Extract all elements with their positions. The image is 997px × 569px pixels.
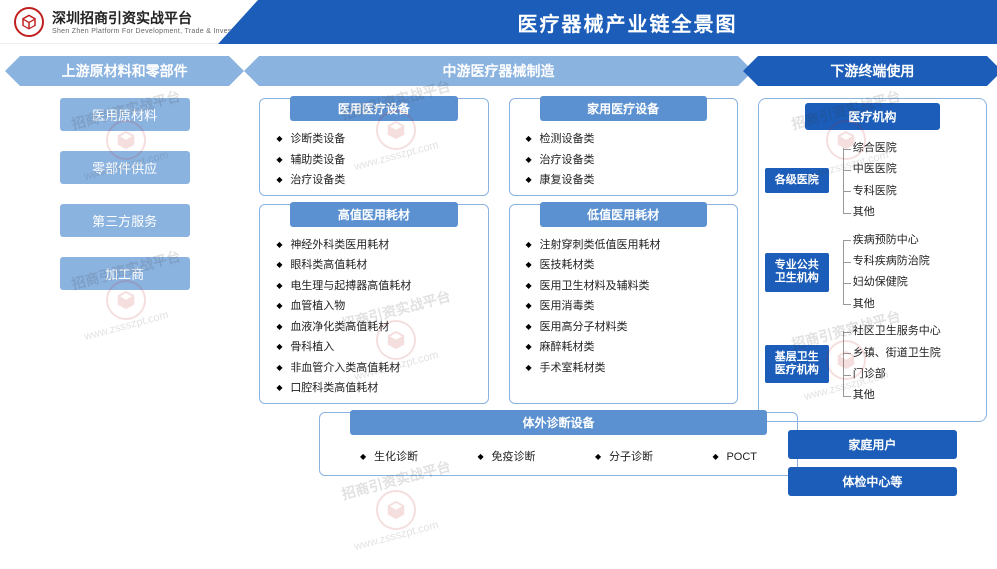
midstream-card: 医用医疗设备诊断类设备辅助类设备治疗设备类 bbox=[259, 98, 488, 196]
tree-item: 综合医院 bbox=[843, 138, 980, 159]
midstream-column: 中游医疗器械制造 医用医疗设备诊断类设备辅助类设备治疗设备类家用医疗设备检测设备… bbox=[259, 56, 737, 496]
ivd-card: 体外诊断设备 生化诊断 免疫诊断 分子诊断 POCT bbox=[319, 412, 797, 477]
tree-item: 专科医院 bbox=[843, 181, 980, 202]
card-item: 医技耗材类 bbox=[526, 255, 727, 276]
midstream-card: 低值医用耗材注射穿刺类低值医用耗材医技耗材类医用卫生材料及辅料类医用消毒类医用高… bbox=[509, 204, 738, 404]
ivd-item: 分子诊断 bbox=[595, 447, 653, 468]
card-item: 医用消毒类 bbox=[526, 296, 727, 317]
tree-item: 乡镇、街道卫生院 bbox=[843, 343, 980, 364]
downstream-extra: 体检中心等 bbox=[788, 467, 957, 496]
title-banner: 医疗器械产业链全景图 bbox=[258, 0, 997, 44]
medical-institution-header: 医疗机构 bbox=[805, 103, 940, 130]
card-item: 医用高分子材料类 bbox=[526, 317, 727, 338]
card-item: 诊断类设备 bbox=[276, 129, 477, 150]
tree-item: 中医医院 bbox=[843, 159, 980, 180]
page-header: 深圳招商引资实战平台 Shen Zhen Platform For Develo… bbox=[0, 0, 997, 44]
card-item: 血管植入物 bbox=[276, 296, 477, 317]
tree-item: 门诊部 bbox=[843, 364, 980, 385]
card-item: 注射穿刺类低值医用耗材 bbox=[526, 235, 727, 256]
downstream-column: 下游终端使用 医疗机构 各级医院综合医院中医医院专科医院其他专业公共卫生机构疾病… bbox=[758, 56, 987, 496]
card-item: 手术室耗材类 bbox=[526, 358, 727, 379]
platform-logo bbox=[14, 7, 44, 37]
upstream-header: 上游原材料和零部件 bbox=[20, 56, 229, 86]
card-item: 辅助类设备 bbox=[276, 150, 477, 171]
ivd-card-header: 体外诊断设备 bbox=[350, 410, 766, 435]
card-item: 康复设备类 bbox=[526, 170, 727, 191]
upstream-item: 零部件供应 bbox=[60, 151, 190, 184]
upstream-item: 医用原材料 bbox=[60, 98, 190, 131]
ivd-item: 生化诊断 bbox=[360, 447, 418, 468]
card-item: 电生理与起搏器高值耗材 bbox=[276, 276, 477, 297]
card-item: 骨科植入 bbox=[276, 337, 477, 358]
card-item: 血液净化类高值耗材 bbox=[276, 317, 477, 338]
downstream-extra: 家庭用户 bbox=[788, 430, 957, 459]
page-title: 医疗器械产业链全景图 bbox=[518, 8, 738, 37]
card-item: 口腔科类高值耗材 bbox=[276, 378, 477, 399]
card-item: 检测设备类 bbox=[526, 129, 727, 150]
upstream-item: 第三方服务 bbox=[60, 204, 190, 237]
card-item: 麻醉耗材类 bbox=[526, 337, 727, 358]
tree-item: 其他 bbox=[843, 202, 980, 223]
medical-institution-box: 医疗机构 各级医院综合医院中医医院专科医院其他专业公共卫生机构疾病预防中心专科疾… bbox=[758, 98, 987, 422]
ivd-item: 免疫诊断 bbox=[478, 447, 536, 468]
midstream-card: 高值医用耗材神经外科类医用耗材眼科类高值耗材电生理与起搏器高值耗材血管植入物血液… bbox=[259, 204, 488, 404]
tree-item: 疾病预防中心 bbox=[843, 230, 980, 251]
card-item: 眼科类高值耗材 bbox=[276, 255, 477, 276]
card-item: 治疗设备类 bbox=[276, 170, 477, 191]
midstream-header: 中游医疗器械制造 bbox=[259, 56, 737, 86]
card-header: 低值医用耗材 bbox=[540, 202, 707, 227]
ivd-item: POCT bbox=[712, 447, 757, 468]
tree-row: 专业公共卫生机构疾病预防中心专科疾病防治院妇幼保健院其他 bbox=[765, 230, 980, 316]
upstream-column: 上游原材料和零部件 医用原材料零部件供应第三方服务加工商 bbox=[20, 56, 229, 496]
card-item: 医用卫生材料及辅料类 bbox=[526, 276, 727, 297]
tree-label: 专业公共卫生机构 bbox=[765, 253, 829, 291]
midstream-card: 家用医疗设备检测设备类治疗设备类康复设备类 bbox=[509, 98, 738, 196]
upstream-item: 加工商 bbox=[60, 257, 190, 290]
card-item: 治疗设备类 bbox=[526, 150, 727, 171]
tree-item: 其他 bbox=[843, 294, 980, 315]
downstream-header: 下游终端使用 bbox=[758, 56, 987, 86]
card-item: 神经外科类医用耗材 bbox=[276, 235, 477, 256]
tree-row: 基层卫生医疗机构社区卫生服务中心乡镇、街道卫生院门诊部其他 bbox=[765, 321, 980, 407]
tree-row: 各级医院综合医院中医医院专科医院其他 bbox=[765, 138, 980, 224]
tree-item: 专科疾病防治院 bbox=[843, 251, 980, 272]
card-header: 医用医疗设备 bbox=[290, 96, 457, 121]
tree-item: 妇幼保健院 bbox=[843, 272, 980, 293]
card-header: 高值医用耗材 bbox=[290, 202, 457, 227]
tree-item: 社区卫生服务中心 bbox=[843, 321, 980, 342]
main-columns: 上游原材料和零部件 医用原材料零部件供应第三方服务加工商 中游医疗器械制造 医用… bbox=[0, 44, 997, 496]
tree-label: 基层卫生医疗机构 bbox=[765, 345, 829, 383]
tree-label: 各级医院 bbox=[765, 168, 829, 193]
card-item: 非血管介入类高值耗材 bbox=[276, 358, 477, 379]
tree-item: 其他 bbox=[843, 385, 980, 406]
card-header: 家用医疗设备 bbox=[540, 96, 707, 121]
